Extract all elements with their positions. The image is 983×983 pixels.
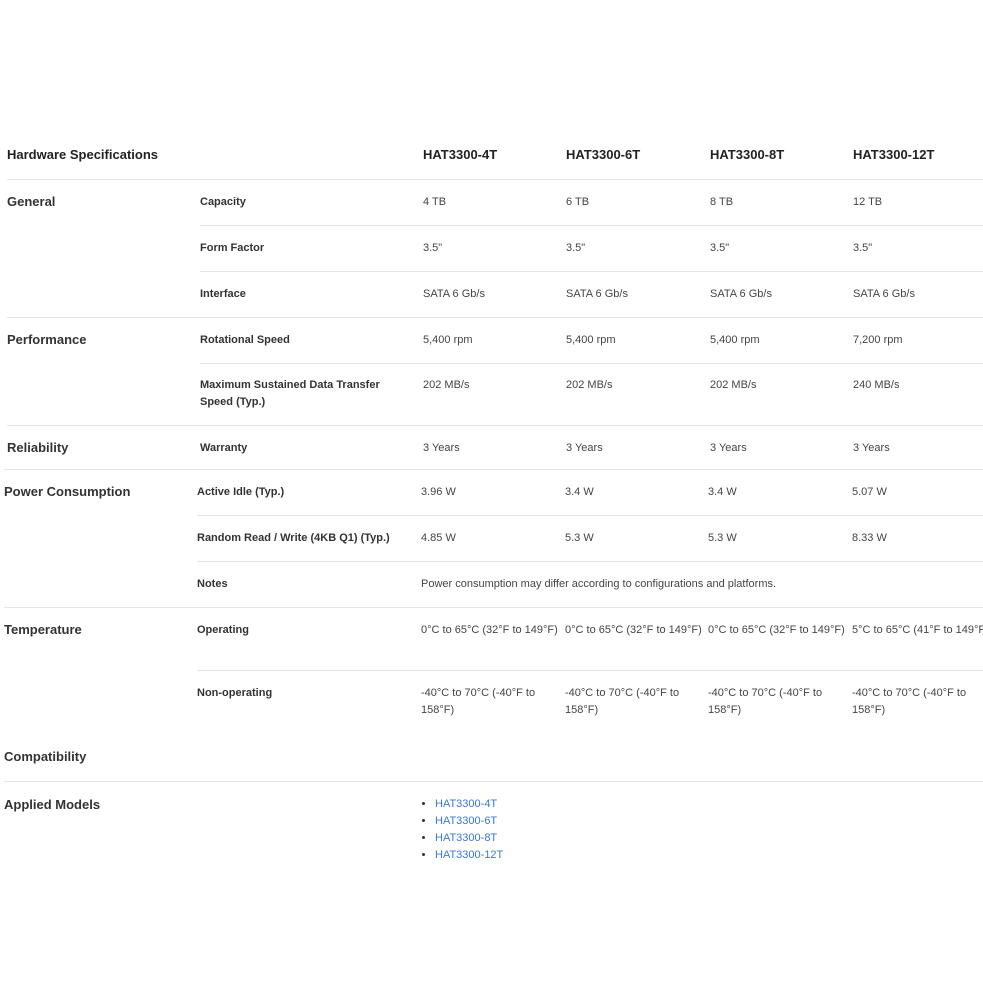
spec-value: 5,400 rpm [710, 334, 760, 346]
spec-value: 5.3 W [565, 532, 594, 544]
applied-models-list: HAT3300-4T HAT3300-6T HAT3300-8T HAT3300… [421, 796, 503, 864]
model-header: HAT3300-6T [566, 147, 641, 162]
spec-value: 3.5" [566, 242, 586, 254]
spec-value: 3.5" [710, 242, 730, 254]
section-heading: General [7, 194, 56, 209]
divider [4, 469, 983, 470]
spec-label: Notes [197, 578, 228, 590]
spec-value: 240 MB/s [853, 379, 900, 391]
divider [197, 515, 983, 516]
model-header: HAT3300-12T [853, 147, 935, 162]
spec-value: 3 Years [853, 442, 890, 454]
spec-label: Capacity [200, 196, 246, 208]
spec-value: SATA 6 Gb/s [566, 288, 628, 300]
spec-value: SATA 6 Gb/s [853, 288, 915, 300]
spec-note: Power consumption may differ according t… [421, 578, 777, 590]
spec-value: 0°C to 65°C (32°F to 149°F) [708, 624, 845, 636]
spec-value: 3 Years [423, 442, 460, 454]
spec-label: Form Factor [200, 242, 265, 254]
spec-value: 8 TB [710, 196, 734, 208]
applied-models-label: Applied Models [4, 797, 101, 812]
list-item: HAT3300-4T [435, 796, 503, 813]
spec-value: 3.96 W [421, 486, 456, 498]
section-heading: Performance [7, 332, 87, 347]
section-heading: Reliability [7, 440, 69, 455]
model-link[interactable]: HAT3300-6T [435, 815, 498, 827]
spec-value: 5.3 W [708, 532, 737, 544]
spec-value: -40°C to 70°C (-40°F to 158°F) [852, 687, 967, 716]
spec-label: Operating [197, 624, 249, 636]
spec-value: 3 Years [710, 442, 747, 454]
spec-value: 3.4 W [708, 486, 737, 498]
spec-label: Warranty [200, 442, 248, 454]
spec-value: 202 MB/s [566, 379, 613, 391]
spec-value: 12 TB [853, 196, 883, 208]
divider [7, 317, 983, 318]
spec-value: 3 Years [566, 442, 603, 454]
spec-value: 202 MB/s [423, 379, 470, 391]
divider [200, 363, 983, 364]
section-heading: Temperature [4, 622, 82, 637]
divider [200, 271, 983, 272]
divider [7, 179, 983, 180]
spec-label: Interface [200, 288, 246, 300]
spec-value: 202 MB/s [710, 379, 757, 391]
model-header: HAT3300-4T [423, 147, 498, 162]
spec-value: 5.07 W [852, 486, 887, 498]
spec-value: 5°C to 65°C (41°F to 149°F) [852, 624, 983, 636]
spec-value: -40°C to 70°C (-40°F to 158°F) [565, 687, 680, 716]
spec-value: 6 TB [566, 196, 590, 208]
spec-value: -40°C to 70°C (-40°F to 158°F) [421, 687, 536, 716]
section-heading: Power Consumption [4, 484, 131, 499]
table-title: Hardware Specifications [7, 147, 158, 162]
spec-label: Non-operating [197, 687, 273, 699]
list-item: HAT3300-8T [435, 830, 503, 847]
spec-value: 0°C to 65°C (32°F to 149°F) [421, 624, 558, 636]
divider [200, 225, 983, 226]
model-link[interactable]: HAT3300-4T [435, 798, 498, 810]
spec-value: 3.5" [853, 242, 873, 254]
list-item: HAT3300-6T [435, 813, 503, 830]
spec-value: 4 TB [423, 196, 447, 208]
spec-value: -40°C to 70°C (-40°F to 158°F) [708, 687, 823, 716]
list-item: HAT3300-12T [435, 847, 503, 864]
model-link[interactable]: HAT3300-8T [435, 832, 498, 844]
spec-value: SATA 6 Gb/s [423, 288, 485, 300]
spec-value: 7,200 rpm [853, 334, 903, 346]
spec-value: 4.85 W [421, 532, 456, 544]
compatibility-heading: Compatibility [4, 749, 87, 764]
spec-value: SATA 6 Gb/s [710, 288, 772, 300]
divider [4, 607, 983, 608]
spec-value: 3.5" [423, 242, 443, 254]
spec-value: 8.33 W [852, 532, 887, 544]
spec-value: 5,400 rpm [566, 334, 616, 346]
divider [4, 781, 983, 782]
spec-label: Maximum Sustained Data Transfer Speed (T… [200, 379, 380, 408]
divider [197, 561, 983, 562]
spec-value: 3.4 W [565, 486, 594, 498]
model-header: HAT3300-8T [710, 147, 785, 162]
divider [7, 425, 983, 426]
spec-value: 5,400 rpm [423, 334, 473, 346]
spec-value: 0°C to 65°C (32°F to 149°F) [565, 624, 702, 636]
spec-label: Random Read / Write (4KB Q1) (Typ.) [197, 532, 390, 544]
spec-label: Rotational Speed [200, 334, 290, 346]
divider [197, 670, 983, 671]
model-link[interactable]: HAT3300-12T [435, 849, 504, 861]
spec-label: Active Idle (Typ.) [197, 486, 285, 498]
